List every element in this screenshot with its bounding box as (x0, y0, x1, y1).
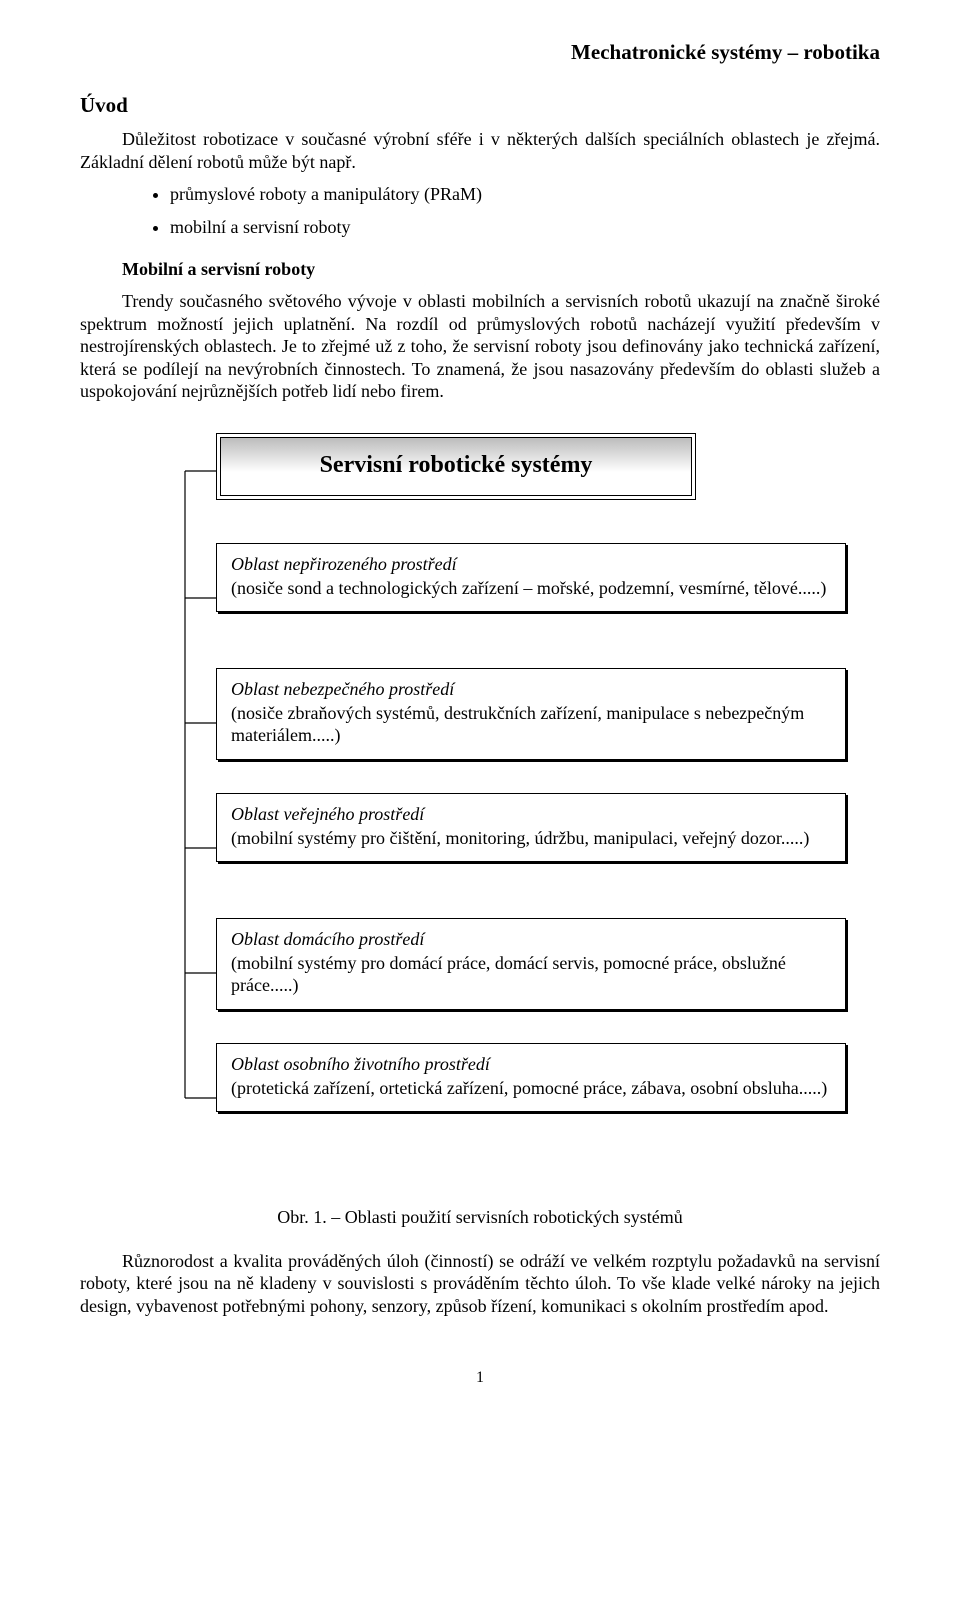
intro-bullet-list: průmyslové roboty a manipulátory (PRaM) … (80, 181, 880, 241)
diagram-area-title: Oblast domácího prostředí (231, 929, 831, 950)
diagram-area-title: Oblast osobního životního prostředí (231, 1054, 831, 1075)
diagram-area-box: Oblast veřejného prostředí (mobilní syst… (216, 793, 846, 863)
diagram-area-box: Oblast osobního životního prostředí (pro… (216, 1043, 846, 1113)
intro-subheading: Mobilní a servisní roboty (122, 259, 880, 280)
intro-bullet-item: mobilní a servisní roboty (170, 214, 880, 241)
page-number: 1 (80, 1369, 880, 1387)
figure-caption: Obr. 1. – Oblasti použití servisních rob… (80, 1207, 880, 1228)
diagram-title-text: Servisní robotické systémy (220, 437, 692, 496)
diagram-area-box: Oblast nepřirozeného prostředí (nosiče s… (216, 543, 846, 613)
intro-paragraph-2: Trendy současného světového vývoje v obl… (80, 290, 880, 403)
diagram-area-box: Oblast domácího prostředí (mobilní systé… (216, 918, 846, 1010)
diagram-area-box: Oblast nebezpečného prostředí (nosiče zb… (216, 668, 846, 760)
diagram-area-title: Oblast nepřirozeného prostředí (231, 554, 831, 575)
diagram-area-desc: (protetická zařízení, ortetická zařízení… (231, 1077, 831, 1100)
diagram-area-desc: (mobilní systémy pro domácí práce, domác… (231, 952, 831, 997)
diagram-servisni-systemy: Servisní robotické systémy Oblast nepřir… (80, 433, 880, 1193)
page: Mechatronické systémy – robotika Úvod Dů… (0, 0, 960, 1447)
diagram-area-desc: (nosiče zbraňových systémů, destrukčních… (231, 702, 831, 747)
intro-heading: Úvod (80, 93, 880, 118)
diagram-area-desc: (mobilní systémy pro čištění, monitoring… (231, 827, 831, 850)
diagram-area-desc: (nosiče sond a technologických zařízení … (231, 577, 831, 600)
diagram-title-box: Servisní robotické systémy (216, 433, 696, 500)
closing-paragraph: Různorodost a kvalita prováděných úloh (… (80, 1250, 880, 1318)
intro-bullet-item: průmyslové roboty a manipulátory (PRaM) (170, 181, 880, 208)
diagram-area-title: Oblast nebezpečného prostředí (231, 679, 831, 700)
intro-paragraph-1: Důležitost robotizace v současné výrobní… (80, 128, 880, 173)
page-header-title: Mechatronické systémy – robotika (80, 40, 880, 65)
diagram-area-title: Oblast veřejného prostředí (231, 804, 831, 825)
